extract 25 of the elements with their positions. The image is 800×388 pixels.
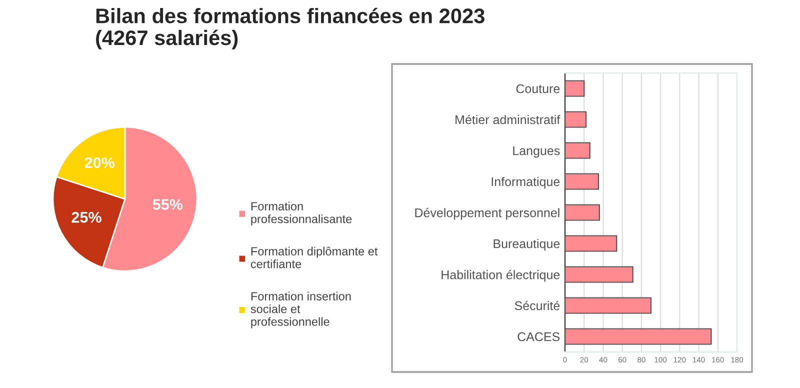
data-label: 55% xyxy=(152,199,183,210)
data-label: 20% xyxy=(84,157,114,168)
bar xyxy=(565,204,600,221)
y-tick-label: Développement personnel xyxy=(415,208,560,220)
y-tick-label: Bureautique xyxy=(494,238,560,251)
y-tick-label: Langues xyxy=(513,146,560,158)
bar xyxy=(565,111,587,128)
y-tick-label: CACES xyxy=(518,332,560,342)
y-tick-label: Habilitation électrique xyxy=(442,270,560,282)
y-tick-label: Informatique xyxy=(492,176,560,189)
y-tick-label: Couture xyxy=(516,84,560,94)
chart-title: Bilan des formations financées en 2023 (4267 salariés) xyxy=(96,8,484,50)
y-tick-label: Sécurité xyxy=(514,300,560,310)
bar xyxy=(565,297,652,314)
bar xyxy=(565,328,712,345)
bar xyxy=(565,266,634,283)
legend-label: Formation professionnalisante xyxy=(251,202,352,226)
y-tick-label: Métier administratif xyxy=(456,114,560,124)
data-label: 25% xyxy=(72,212,102,223)
bar xyxy=(565,235,618,252)
legend-label: Formation diplômante et certifiante xyxy=(250,246,378,268)
bar xyxy=(565,80,585,97)
bar xyxy=(565,173,599,190)
legend-label: Formation insertion sociale et professionnelle xyxy=(250,292,351,328)
bar xyxy=(565,142,590,159)
